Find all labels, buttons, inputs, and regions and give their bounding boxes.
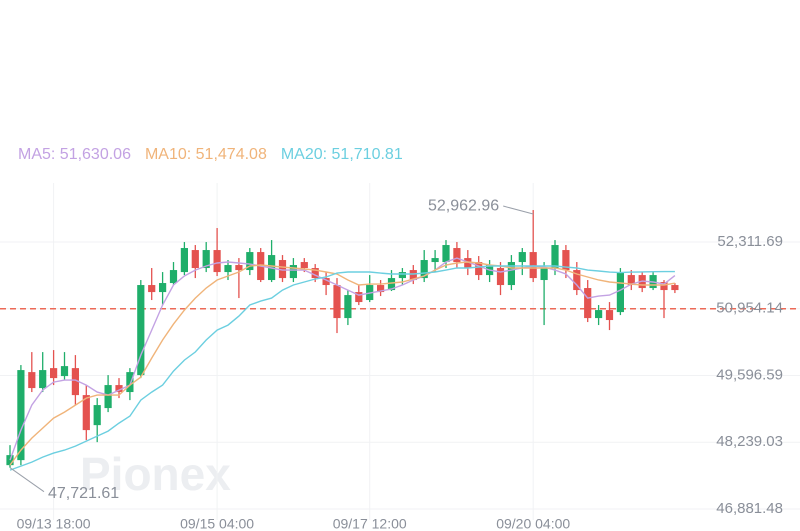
candle-body [104, 385, 112, 409]
legend-entry: MA5: 51,630.06 [18, 146, 131, 163]
y-tick-label: 50,954.14 [716, 300, 783, 317]
candle-body [595, 310, 603, 319]
candle-body [671, 285, 679, 291]
candle-body [39, 370, 47, 389]
x-tick-label: 09/17 12:00 [333, 516, 407, 531]
candle-body [420, 260, 428, 279]
candle-body [278, 260, 287, 279]
candle-body [322, 278, 330, 286]
candle-body [616, 272, 624, 313]
candle-body [246, 252, 254, 271]
ma-line [9, 257, 676, 461]
y-tick-label: 49,596.59 [716, 366, 783, 383]
candle-body [28, 372, 36, 389]
high-label: 52,962.96 [428, 197, 499, 214]
candle-body [540, 268, 548, 281]
candle-body [93, 405, 101, 426]
candle-body [300, 262, 308, 269]
ma-line [9, 265, 675, 471]
candle-body [169, 270, 178, 284]
candle-body [224, 265, 232, 273]
candle-body [60, 366, 69, 377]
candle-body [409, 270, 417, 281]
candle-body [584, 288, 592, 319]
low-label: 47,721.61 [48, 485, 119, 502]
candle-body [159, 283, 167, 293]
candle-body [562, 250, 570, 271]
candle-body [605, 310, 614, 321]
candle-body [6, 455, 14, 466]
candle-body [289, 265, 297, 279]
candle-body [475, 262, 483, 276]
candle-body [333, 285, 341, 319]
candle-body [17, 370, 25, 461]
candle-body [202, 250, 210, 269]
x-tick-label: 09/20 04:00 [496, 516, 570, 531]
candle-body [82, 395, 90, 431]
candle-body [344, 295, 352, 319]
candle-body [551, 245, 559, 269]
candle-body [50, 368, 58, 379]
candle-body [377, 285, 385, 293]
candle-body [71, 368, 79, 396]
candle-body [235, 265, 243, 271]
legend-entry: MA10: 51,474.08 [145, 146, 267, 163]
x-tick-label: 09/15 04:00 [180, 516, 254, 531]
candle-body [115, 385, 123, 393]
candle-body [148, 285, 156, 293]
candle-body [213, 250, 221, 273]
candle-body [191, 250, 199, 269]
watermark: Pionex [80, 448, 231, 500]
candle-body [627, 275, 635, 286]
y-tick-label: 46,881.48 [716, 500, 783, 517]
candle-body [442, 245, 450, 263]
candle-body [387, 278, 396, 291]
candle-body [453, 248, 461, 263]
candle-body [180, 248, 188, 273]
candle-body [398, 272, 406, 279]
y-tick-label: 48,239.03 [716, 433, 783, 450]
candle-body [496, 268, 505, 286]
candle-body [507, 262, 515, 286]
candle-body [518, 252, 526, 263]
y-tick-label: 52,311.69 [717, 233, 783, 250]
candle-body [464, 258, 472, 269]
candle-body [137, 285, 145, 376]
legend-entry: MA20: 51,710.81 [281, 146, 403, 163]
candle-body [660, 282, 668, 291]
x-tick-label: 09/13 18:00 [17, 516, 91, 531]
ma-line [9, 261, 676, 466]
high-leader [503, 205, 534, 215]
low-leader [9, 467, 45, 493]
candle-body [126, 372, 134, 393]
candle-body [431, 258, 439, 263]
candle-body [573, 270, 581, 291]
candle-body [311, 268, 319, 279]
candle-body [355, 292, 363, 303]
candle-body [529, 252, 537, 279]
